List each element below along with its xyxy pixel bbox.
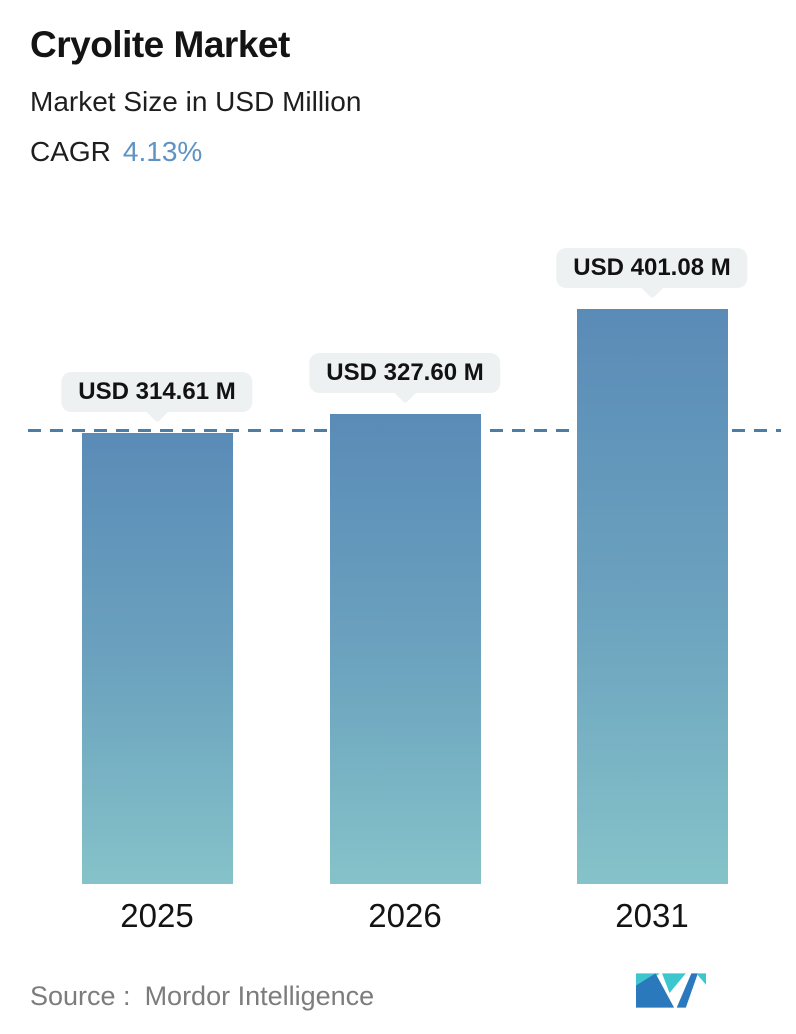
bar-2031 — [576, 309, 728, 884]
source-attribution: Source : Mordor Intelligence — [30, 981, 374, 1012]
x-axis-label-2025: 2025 — [120, 897, 194, 934]
source-label: Source : — [30, 981, 131, 1011]
source-name: Mordor Intelligence — [144, 981, 375, 1011]
x-axis-label-2031: 2031 — [615, 897, 689, 934]
cagr-row: CAGR 4.13% — [30, 136, 202, 168]
value-callout-2031: USD 401.08 M — [556, 248, 748, 288]
mordor-intelligence-logo-icon — [636, 973, 706, 1008]
chart-subtitle: Market Size in USD Million — [30, 86, 362, 117]
page-title: Cryolite Market — [30, 24, 290, 65]
cagr-value: 4.13% — [122, 136, 203, 167]
cagr-label: CAGR — [30, 136, 111, 167]
bar-2026 — [329, 414, 481, 884]
value-callout-2026: USD 327.60 M — [309, 353, 501, 393]
bar-2025 — [81, 433, 233, 884]
value-callout-2025: USD 314.61 M — [61, 372, 253, 412]
x-axis-label-2026: 2026 — [368, 897, 442, 934]
